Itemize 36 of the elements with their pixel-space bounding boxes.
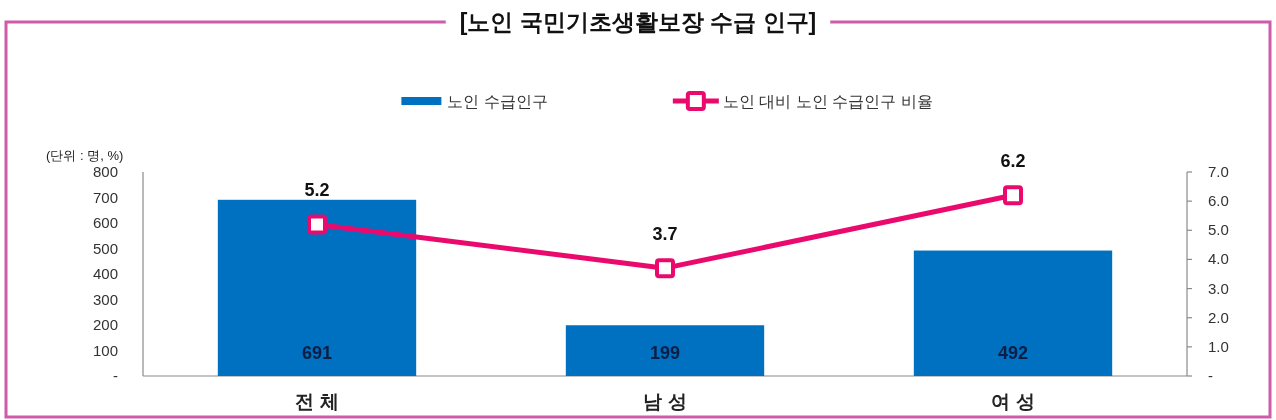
y2-tick-label: 1.0 — [1208, 337, 1229, 355]
x-tick-label: 여 성 — [991, 391, 1035, 412]
y-tick-label: 700 — [92, 188, 118, 206]
y-tick-label: 300 — [92, 290, 118, 308]
data-label: 691 — [301, 343, 333, 363]
bar — [217, 199, 417, 376]
y2-tick-label: 7.0 — [1208, 163, 1229, 180]
x-tick-label: 전 체 — [295, 391, 339, 412]
y2-tick-label: 6.0 — [1208, 192, 1229, 210]
y-axis-title: (단위 : 명, %) — [46, 148, 124, 163]
legend-label: 노인 수급인구 — [447, 93, 548, 110]
y2-tick-label: 4.0 — [1208, 250, 1229, 268]
data-label: 199 — [649, 343, 681, 363]
y-tick-label: 500 — [92, 239, 118, 257]
chart-title: [노인 국민기초생활보장 수급 인구] — [459, 9, 817, 35]
y2-tick-label: 3.0 — [1208, 279, 1229, 297]
point — [307, 214, 327, 235]
y-tick-label: 200 — [92, 316, 118, 333]
bar — [913, 250, 1113, 376]
y-tick-label: 600 — [92, 214, 118, 231]
y-tick-label: 100 — [92, 341, 118, 359]
data-label: 5.2 — [304, 180, 330, 201]
y2-tick-label: 5.0 — [1208, 221, 1229, 239]
y-tick-label: - — [113, 367, 118, 384]
data-label: 492 — [997, 343, 1029, 363]
y2-tick-label: 2.0 — [1208, 308, 1229, 326]
y-tick-label: 800 — [92, 163, 118, 180]
y2-tick-label: - — [1208, 367, 1213, 384]
data-label: 6.2 — [1000, 151, 1026, 172]
y-tick-label: 400 — [92, 265, 118, 282]
bar — [565, 325, 765, 376]
point — [1003, 185, 1023, 206]
data-label: 3.7 — [652, 224, 678, 245]
legend-label: 노인 대비 노인 수급인구 비율 — [722, 93, 933, 110]
point — [655, 258, 675, 279]
x-tick-label: 남 성 — [643, 391, 687, 412]
